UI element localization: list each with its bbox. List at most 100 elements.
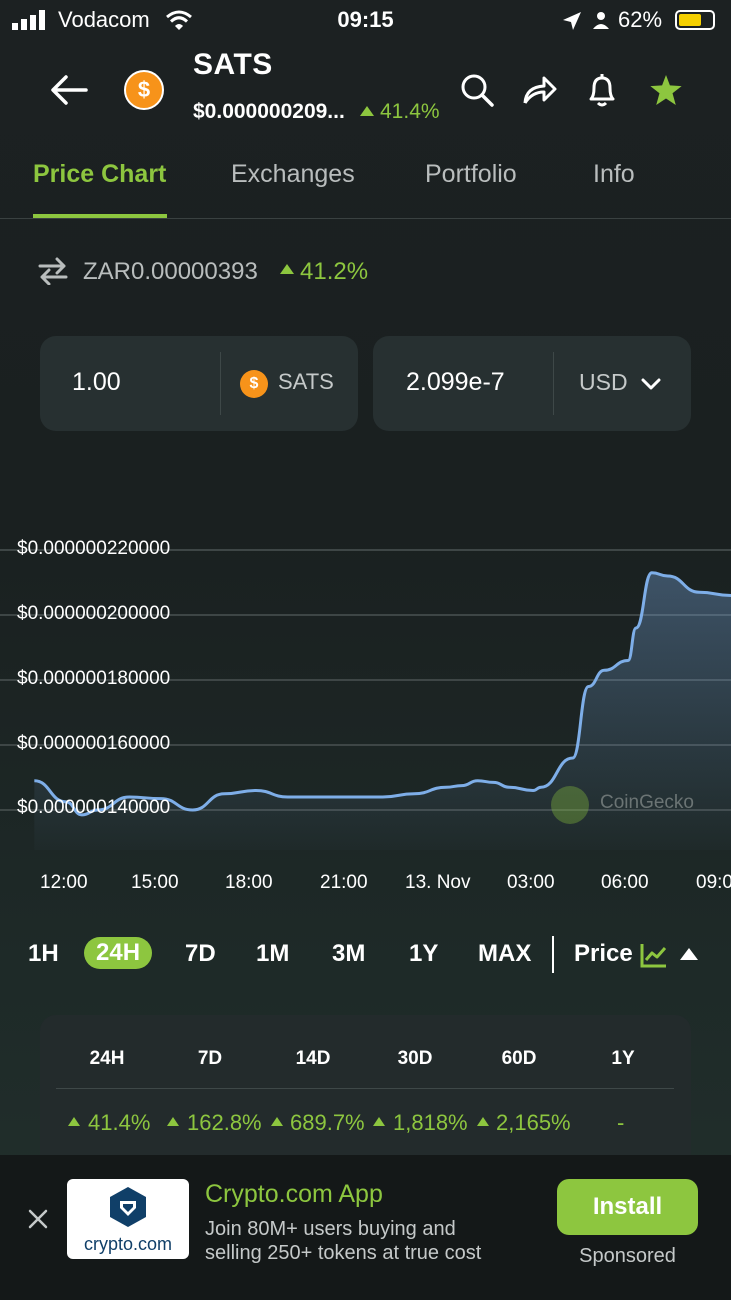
fiat-price: ZAR0.00000393 (83, 258, 258, 285)
y-tick-label: $0.000000160000 (17, 733, 171, 754)
stats-divider (56, 1088, 674, 1089)
stat-value: 2,165% (496, 1110, 571, 1135)
x-tick-label: 15:00 (131, 872, 179, 893)
x-tick-label: 03:00 (507, 872, 555, 893)
back-arrow-icon[interactable] (50, 74, 88, 106)
stat-value: 1,818% (393, 1110, 468, 1135)
bell-icon[interactable] (586, 72, 618, 108)
coingecko-logo-icon (551, 786, 589, 824)
price-line (34, 571, 731, 817)
x-tick-label: 12:00 (40, 872, 88, 893)
converter-currency-box[interactable]: 2.099e-7 USD (373, 336, 691, 431)
stat-header: 14D (295, 1048, 331, 1069)
active-tab-indicator (33, 214, 167, 218)
status-time: 09:15 (337, 7, 394, 32)
up-triangle-icon (68, 1117, 80, 1126)
performance-card (40, 1015, 691, 1175)
stat-value: 162.8% (187, 1110, 262, 1135)
stat-header: 60D (501, 1048, 537, 1069)
search-icon[interactable] (459, 72, 495, 108)
amount-input[interactable]: 1.00 (72, 368, 121, 396)
timeframe-1m[interactable]: 1M (256, 940, 290, 967)
caret-up-icon[interactable] (680, 948, 698, 960)
close-icon[interactable] (28, 1209, 48, 1229)
x-tick-label: 18:00 (225, 872, 273, 893)
battery-icon (675, 10, 715, 30)
install-button-label: Install (592, 1193, 663, 1220)
swap-icon[interactable] (38, 257, 68, 285)
timeframe-max[interactable]: MAX (478, 940, 532, 967)
tab-portfolio[interactable]: Portfolio (425, 160, 517, 188)
y-tick-label: $0.000000180000 (17, 668, 171, 689)
install-button[interactable]: Install (557, 1179, 698, 1235)
stat-header: 7D (197, 1048, 223, 1069)
coin-logo: $ (124, 70, 164, 110)
x-tick-label-clipped: 09:00 (696, 872, 731, 894)
share-icon[interactable] (522, 74, 558, 106)
timeframe-24h[interactable]: 24H (84, 937, 153, 969)
x-tick-label: 06:00 (601, 872, 649, 893)
stat-value: 689.7% (290, 1110, 365, 1135)
fiat-change: 41.2% (300, 258, 369, 285)
crypto-com-lion-icon (110, 1187, 146, 1227)
x-tick-label: 21:00 (320, 872, 368, 893)
ad-logo-text: crypto.com (83, 1234, 173, 1254)
status-bar: Vodacom 09:15 62% (0, 0, 731, 40)
currency-select[interactable]: USD (579, 369, 628, 395)
tab-divider (0, 218, 731, 219)
carrier-name: Vodacom (58, 7, 150, 32)
ad-logo[interactable]: crypto.com (67, 1179, 189, 1259)
chevron-down-icon[interactable] (641, 378, 661, 390)
up-triangle-icon (271, 1117, 283, 1126)
chart-mode-toggle[interactable]: Price (574, 940, 633, 967)
stat-value: 41.4% (88, 1110, 151, 1135)
coin-unit: SATS (278, 369, 334, 394)
up-triangle-icon (373, 1117, 385, 1126)
tab-info[interactable]: Info (593, 160, 635, 188)
coin-glyph: $ (137, 77, 151, 102)
ad-title: Crypto.com App (205, 1180, 383, 1208)
up-triangle-icon (360, 106, 374, 116)
y-tick-label: $0.000000140000 (17, 797, 171, 818)
divider (220, 352, 221, 415)
timeframe-1h[interactable]: 1H (28, 940, 59, 967)
up-triangle-icon (167, 1117, 179, 1126)
location-arrow-icon (563, 12, 581, 30)
coin-change: 41.4% (380, 100, 440, 123)
stat-value: - (617, 1110, 625, 1135)
ad-line1: Join 80M+ users buying and (205, 1218, 456, 1240)
x-tick-label: 13. Nov (405, 872, 471, 893)
person-icon (593, 12, 609, 29)
stat-header: 24H (89, 1048, 125, 1069)
y-tick-label: $0.000000220000 (17, 538, 171, 559)
star-icon[interactable] (650, 75, 682, 105)
ad-line2: selling 250+ tokens at true cost (205, 1242, 482, 1264)
timeframe-7d[interactable]: 7D (185, 940, 216, 967)
price-chart[interactable] (0, 480, 731, 850)
tab-exchanges[interactable]: Exchanges (231, 160, 355, 188)
signal-icon (12, 10, 45, 30)
timeframe-1y[interactable]: 1Y (409, 940, 439, 967)
up-triangle-icon (477, 1117, 489, 1126)
stat-header: 1Y (611, 1048, 635, 1069)
divider (553, 352, 554, 415)
tab-price-chart[interactable]: Price Chart (33, 160, 167, 188)
price-area (34, 572, 731, 850)
chart-watermark: CoinGecko (600, 792, 694, 813)
x-tick-label: 09:00 (696, 872, 731, 893)
timeframe-divider (552, 936, 554, 973)
coin-glyph: $ (249, 375, 259, 392)
y-tick-label: $0.000000200000 (17, 603, 171, 624)
coin-symbol: SATS (193, 48, 273, 81)
timeframe-3m[interactable]: 3M (332, 940, 366, 967)
battery-percent: 62% (618, 7, 663, 32)
converter-coin-box[interactable]: 1.00 $ SATS (40, 336, 358, 431)
wifi-icon (166, 10, 192, 30)
line-chart-icon[interactable] (640, 942, 668, 968)
sponsored-label: Sponsored (579, 1245, 676, 1267)
stat-header: 30D (397, 1048, 433, 1069)
coin-price: $0.000000209... (193, 100, 345, 123)
up-triangle-icon (280, 264, 294, 274)
converted-value: 2.099e-7 (406, 368, 505, 396)
coin-logo-small: $ (240, 370, 268, 398)
